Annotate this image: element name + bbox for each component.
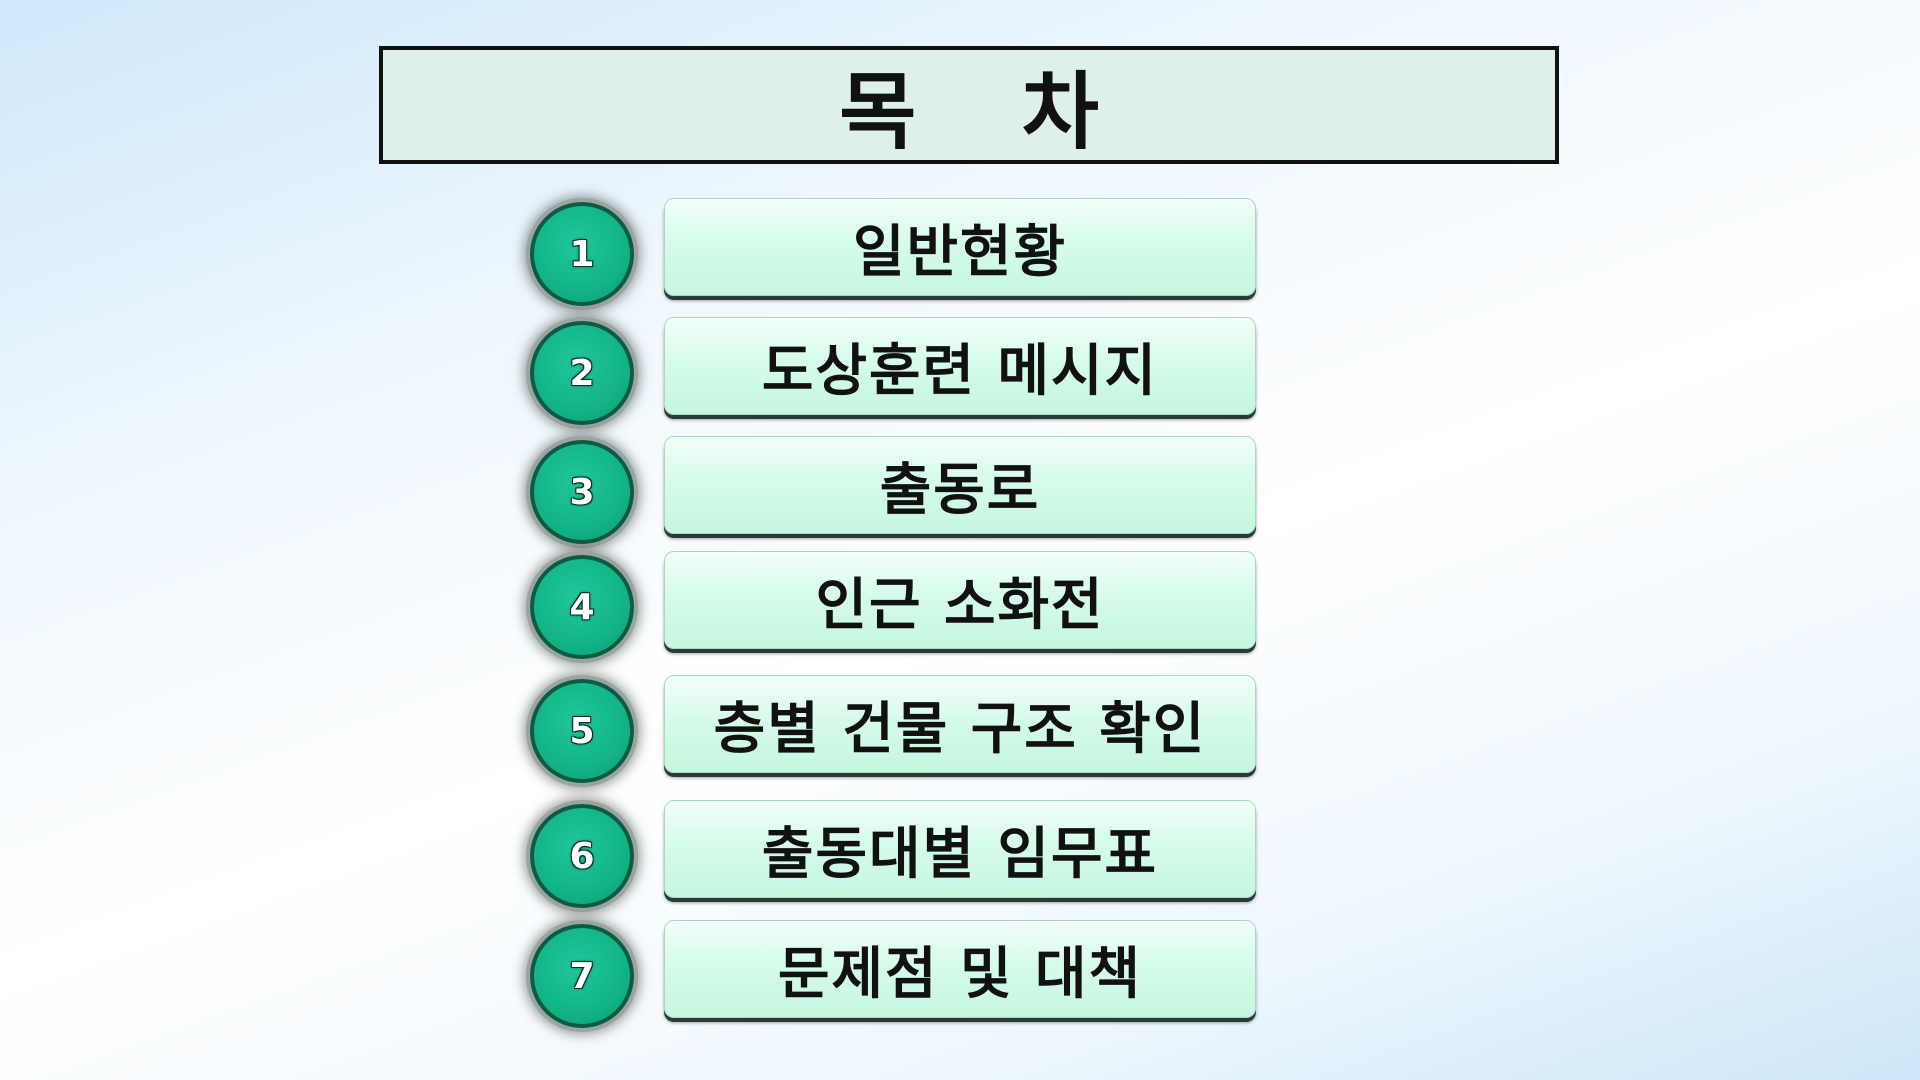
number-badge: 1 <box>530 202 634 306</box>
toc-item-button[interactable]: 층별 건물 구조 확인 <box>664 675 1256 773</box>
item-label: 도상훈련 메시지 <box>761 338 1159 404</box>
toc-item-button[interactable]: 문제점 및 대책 <box>664 920 1256 1018</box>
item-label: 인근 소화전 <box>815 572 1105 638</box>
number-badge: 4 <box>530 555 634 659</box>
number-badge: 5 <box>530 679 634 783</box>
item-label: 일반현황 <box>852 219 1068 285</box>
toc-item-7[interactable]: 7 문제점 및 대책 <box>530 920 1260 1028</box>
item-label: 문제점 및 대책 <box>777 941 1143 1007</box>
toc-item-3[interactable]: 3 출동로 <box>530 436 1260 544</box>
toc-item-button[interactable]: 출동대별 임무표 <box>664 800 1256 898</box>
item-number: 6 <box>569 835 595 877</box>
item-number: 2 <box>569 352 595 394</box>
item-number: 7 <box>569 955 595 997</box>
number-badge: 7 <box>530 924 634 1028</box>
item-number: 3 <box>569 471 595 513</box>
page-title: 목 차 <box>839 62 1137 161</box>
item-label: 층별 건물 구조 확인 <box>713 696 1207 762</box>
item-number: 4 <box>569 586 595 628</box>
number-badge: 2 <box>530 321 634 425</box>
item-number: 5 <box>569 710 595 752</box>
title-box: 목 차 <box>379 46 1559 164</box>
toc-item-button[interactable]: 일반현황 <box>664 198 1256 296</box>
item-label: 출동로 <box>879 457 1041 523</box>
toc-item-6[interactable]: 6 출동대별 임무표 <box>530 800 1260 908</box>
toc-item-4[interactable]: 4 인근 소화전 <box>530 551 1260 659</box>
number-badge: 6 <box>530 804 634 908</box>
toc-item-1[interactable]: 1 일반현황 <box>530 198 1260 306</box>
item-label: 출동대별 임무표 <box>761 821 1159 887</box>
toc-item-button[interactable]: 출동로 <box>664 436 1256 534</box>
toc-item-button[interactable]: 도상훈련 메시지 <box>664 317 1256 415</box>
number-badge: 3 <box>530 440 634 544</box>
toc-item-2[interactable]: 2 도상훈련 메시지 <box>530 317 1260 425</box>
item-number: 1 <box>569 233 595 275</box>
toc-item-5[interactable]: 5 층별 건물 구조 확인 <box>530 675 1260 783</box>
toc-item-button[interactable]: 인근 소화전 <box>664 551 1256 649</box>
